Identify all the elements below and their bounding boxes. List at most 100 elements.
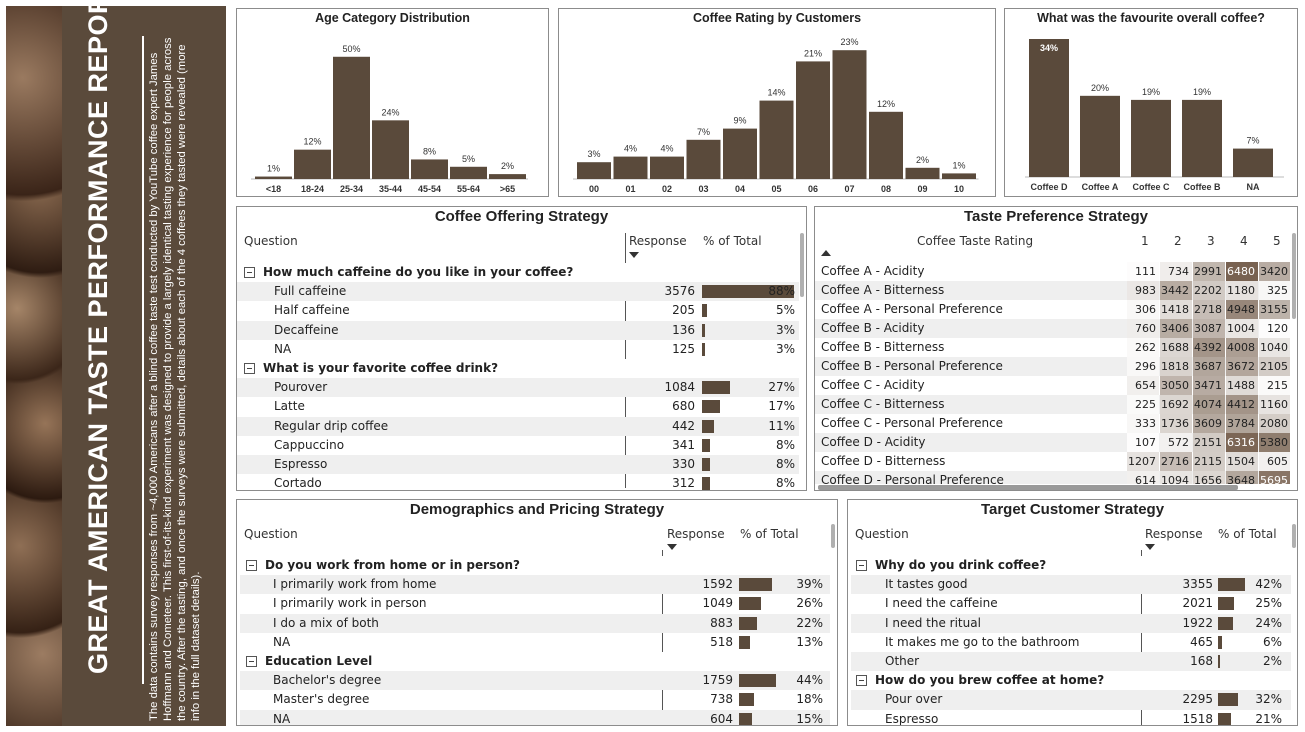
bar-Coffee D[interactable] xyxy=(1029,39,1069,177)
rating-chart-panel[interactable]: Coffee Rating by Customers 3% 00 4% 01 4% 02 7… xyxy=(558,8,996,197)
bar-<18[interactable] xyxy=(255,176,292,179)
table-row[interactable]: Latte 680 17% xyxy=(237,397,799,416)
table-row[interactable]: I primarily work from home 1592 39% xyxy=(240,575,830,595)
group-row[interactable]: Why do you drink coffee? xyxy=(851,556,1291,576)
table-row[interactable]: Coffee B - Acidity 760 3406 3087 1004 120 xyxy=(815,319,1290,338)
bar-03[interactable] xyxy=(686,139,721,179)
table-row[interactable]: Coffee A - Acidity 111 734 2991 6480 3420 xyxy=(815,262,1290,281)
taste-scrollbar-vertical[interactable] xyxy=(1292,233,1296,319)
offering-matrix-panel[interactable]: Coffee Offering Strategy Question Respon… xyxy=(236,206,807,491)
bar-05[interactable] xyxy=(759,100,794,179)
collapse-icon[interactable] xyxy=(244,362,255,374)
table-row[interactable]: I need the caffeine 2021 25% xyxy=(851,594,1291,613)
offering-col-response[interactable]: Response xyxy=(629,234,687,248)
offering-col-question[interactable]: Question xyxy=(244,234,298,248)
table-row[interactable]: I primarily work in person 1049 26% xyxy=(240,594,830,613)
group-row[interactable]: Education Level xyxy=(240,651,830,672)
bar-25-34[interactable] xyxy=(333,56,370,179)
bar-01[interactable] xyxy=(613,156,648,179)
table-row[interactable]: Coffee B - Bitterness 262 1688 4392 4008 1040 xyxy=(815,338,1290,357)
demographics-col-question[interactable]: Question xyxy=(244,527,298,541)
offering-scrollbar[interactable] xyxy=(800,233,804,297)
target-col-response[interactable]: Response xyxy=(1145,527,1203,541)
age-chart-panel[interactable]: Age Category Distribution 1% <18 12% 18-24 5… xyxy=(236,8,549,197)
demographics-matrix-panel[interactable]: Demographics and Pricing Strategy Questi… xyxy=(236,499,838,726)
bar-Coffee B[interactable] xyxy=(1182,99,1222,177)
sort-asc-icon[interactable] xyxy=(821,250,831,256)
table-row[interactable]: Coffee C - Personal Preference 333 1736 360… xyxy=(815,414,1290,433)
table-row[interactable]: Espresso 1518 21% xyxy=(851,710,1291,725)
table-row[interactable]: Regular drip coffee 442 11% xyxy=(237,416,799,436)
table-row[interactable]: I need the ritual 1922 24% xyxy=(851,613,1291,633)
table-row[interactable]: I do a mix of both 883 22% xyxy=(240,613,830,633)
taste-col-rating-1[interactable]: 1 xyxy=(1141,234,1149,248)
table-row[interactable]: Half caffeine 205 5% xyxy=(237,301,799,320)
table-row[interactable]: Other 168 2% xyxy=(851,651,1291,672)
bar-06[interactable] xyxy=(796,61,830,179)
group-row[interactable]: How much caffeine do you like in your co… xyxy=(237,263,799,283)
group-row[interactable]: How do you brew coffee at home? xyxy=(851,671,1291,691)
table-row[interactable]: Cortado 312 8% xyxy=(237,474,799,490)
bar-08[interactable] xyxy=(869,111,903,179)
offering-col-pct[interactable]: % of Total xyxy=(703,234,762,248)
target-matrix-panel[interactable]: Target Customer Strategy Question Respon… xyxy=(847,499,1298,726)
demographics-scrollbar[interactable] xyxy=(831,524,835,548)
bar-35-44[interactable] xyxy=(372,120,409,179)
table-row[interactable]: It tastes good 3355 42% xyxy=(851,575,1291,595)
demographics-col-response[interactable]: Response xyxy=(667,527,725,541)
table-row[interactable]: Coffee C - Bitterness 225 1692 4074 4412 1160 xyxy=(815,395,1290,414)
bar-04[interactable] xyxy=(723,128,757,179)
table-row[interactable]: Decaffeine 136 3% xyxy=(237,320,799,340)
bar-10[interactable] xyxy=(942,173,976,179)
table-row[interactable]: Pourover 1084 27% xyxy=(237,378,799,398)
collapse-icon[interactable] xyxy=(246,560,257,571)
target-scrollbar[interactable] xyxy=(1292,524,1296,548)
sort-desc-icon[interactable] xyxy=(667,544,677,550)
collapse-icon[interactable] xyxy=(856,675,867,687)
table-row[interactable]: Cappuccino 341 8% xyxy=(237,436,799,455)
bar-NA[interactable] xyxy=(1233,148,1273,177)
group-row[interactable]: What is your favorite coffee drink? xyxy=(237,358,799,379)
table-row[interactable]: NA 518 13% xyxy=(240,633,830,652)
bar-45-54[interactable] xyxy=(411,159,448,179)
collapse-icon[interactable] xyxy=(856,560,867,571)
bar-02[interactable] xyxy=(650,156,684,179)
bar-Coffee A[interactable] xyxy=(1080,95,1120,177)
bar-Coffee C[interactable] xyxy=(1131,99,1171,177)
bar->65[interactable] xyxy=(489,174,526,179)
table-row[interactable]: Coffee B - Personal Preference 296 1818 368… xyxy=(815,357,1290,376)
table-row[interactable]: Coffee A - Personal Preference 306 1418 271… xyxy=(815,300,1290,319)
collapse-icon[interactable] xyxy=(246,655,257,667)
bar-55-64[interactable] xyxy=(450,166,487,179)
table-row[interactable]: NA 604 15% xyxy=(240,709,830,725)
collapse-icon[interactable] xyxy=(244,267,255,278)
table-row[interactable]: Bachelor's degree 1759 44% xyxy=(240,671,830,691)
taste-col-label[interactable]: Coffee Taste Rating xyxy=(917,234,1034,248)
taste-col-rating-2[interactable]: 2 xyxy=(1174,234,1182,248)
table-row[interactable]: NA 125 3% xyxy=(237,340,799,359)
taste-col-rating-5[interactable]: 5 xyxy=(1273,234,1281,248)
bar-09[interactable] xyxy=(905,167,940,179)
table-row[interactable]: Coffee A - Bitterness 983 3442 2202 1180 325 xyxy=(815,281,1290,300)
table-row[interactable]: Coffee D - Acidity 107 572 2151 6316 5380 xyxy=(815,433,1290,452)
bar-00[interactable] xyxy=(577,162,611,179)
table-row[interactable]: Coffee D - Personal Preference 614 1094 165… xyxy=(815,471,1290,484)
taste-matrix-panel[interactable]: Taste Preference Strategy Coffee Taste R… xyxy=(814,206,1298,491)
table-row[interactable]: Espresso 330 8% xyxy=(237,454,799,475)
taste-col-rating-3[interactable]: 3 xyxy=(1207,234,1215,248)
group-row[interactable]: Do you work from home or in person? xyxy=(240,556,830,576)
demographics-col-pct[interactable]: % of Total xyxy=(740,527,799,541)
table-row[interactable]: Pour over 2295 32% xyxy=(851,690,1291,710)
taste-col-rating-4[interactable]: 4 xyxy=(1240,234,1248,248)
table-row[interactable]: Master's degree 738 18% xyxy=(240,690,830,709)
table-row[interactable]: Coffee D - Bitterness 1207 2716 2115 1504 605 xyxy=(815,452,1290,471)
sort-desc-icon[interactable] xyxy=(1145,544,1155,550)
table-row[interactable]: Coffee C - Acidity 654 3050 3471 1488 215 xyxy=(815,376,1290,395)
target-col-question[interactable]: Question xyxy=(855,527,909,541)
bar-07[interactable] xyxy=(832,50,867,180)
table-row[interactable]: Full caffeine 3576 88% xyxy=(237,282,799,302)
target-col-pct[interactable]: % of Total xyxy=(1218,527,1277,541)
sort-desc-icon[interactable] xyxy=(629,252,639,258)
favourite-chart-panel[interactable]: What was the favourite overall coffee? 3… xyxy=(1004,8,1298,197)
bar-18-24[interactable] xyxy=(294,149,331,179)
